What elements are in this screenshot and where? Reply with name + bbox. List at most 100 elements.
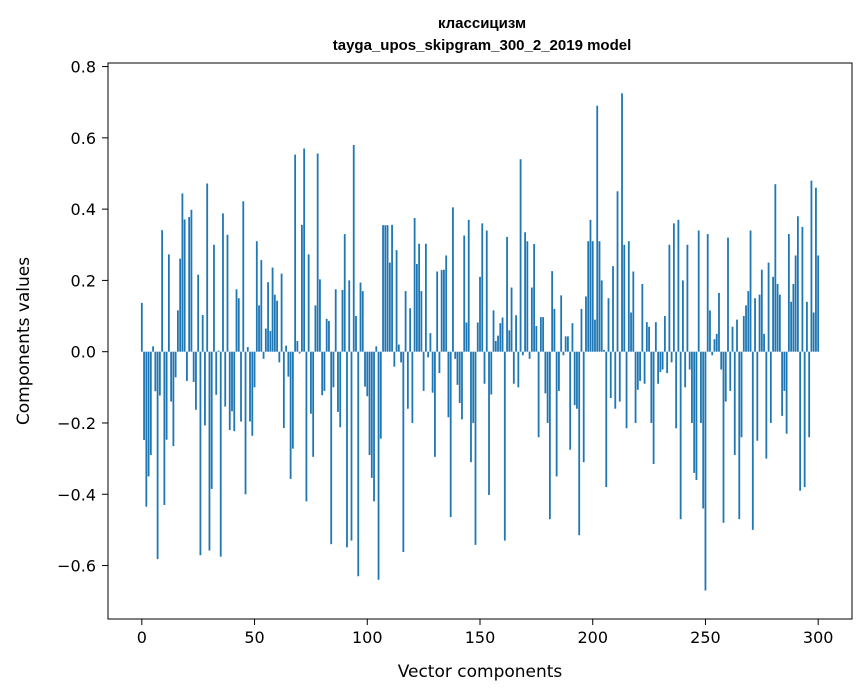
- bar: [767, 262, 770, 352]
- bars-group: [140, 93, 820, 591]
- bar: [278, 351, 281, 363]
- bar: [235, 289, 238, 352]
- bar: [526, 241, 529, 352]
- bar: [781, 351, 784, 416]
- bar: [623, 244, 626, 352]
- bar: [745, 305, 747, 352]
- bar: [364, 351, 366, 387]
- bar: [170, 351, 173, 402]
- bar: [713, 339, 716, 352]
- bar: [242, 201, 245, 352]
- bar: [165, 351, 168, 440]
- bar: [783, 351, 786, 391]
- bar: [434, 351, 436, 457]
- bar: [467, 219, 470, 352]
- bar: [273, 294, 276, 352]
- bar: [817, 255, 820, 352]
- bar: [161, 230, 164, 352]
- bar: [548, 351, 551, 520]
- bar: [803, 351, 806, 488]
- bar: [670, 351, 673, 363]
- bar: [352, 144, 355, 352]
- bar: [201, 314, 204, 352]
- bar: [357, 351, 360, 577]
- bar: [657, 351, 660, 384]
- bar: [562, 351, 565, 356]
- bar: [582, 351, 585, 463]
- bar: [400, 351, 402, 363]
- bar: [429, 333, 432, 352]
- bar: [736, 319, 738, 352]
- bar: [776, 283, 779, 352]
- bar: [609, 351, 612, 399]
- y-tick-label: 0.6: [71, 129, 96, 148]
- bar: [693, 351, 696, 473]
- bar: [794, 255, 797, 352]
- bar: [339, 351, 342, 428]
- bar: [535, 326, 538, 352]
- y-axis-label: Components values: [14, 257, 34, 425]
- bar: [343, 234, 346, 352]
- bar: [492, 310, 495, 352]
- bar: [280, 273, 283, 352]
- bar: [652, 351, 655, 464]
- bar: [458, 351, 461, 404]
- bar: [373, 351, 375, 502]
- bar: [812, 312, 815, 352]
- bar: [422, 351, 425, 391]
- x-tick-label: 300: [803, 628, 834, 647]
- bar: [321, 351, 324, 396]
- bar: [506, 236, 508, 352]
- x-axis-label: Vector components: [398, 662, 563, 682]
- bar: [359, 282, 362, 352]
- x-tick-label: 100: [352, 628, 383, 647]
- y-tick-label: 0.0: [71, 343, 96, 362]
- bar: [147, 351, 150, 477]
- bar: [666, 351, 669, 374]
- bar: [645, 322, 648, 352]
- y-tick-label: 0.2: [71, 271, 96, 290]
- bar: [465, 322, 468, 352]
- bar: [418, 243, 421, 352]
- bar: [393, 351, 396, 367]
- bar: [542, 317, 545, 352]
- bar: [697, 230, 700, 352]
- bar: [512, 351, 515, 384]
- bar: [192, 351, 195, 382]
- bar: [632, 271, 635, 352]
- x-tick-label: 0: [137, 628, 147, 647]
- bar: [769, 351, 772, 423]
- bar: [348, 280, 351, 352]
- bar: [260, 260, 263, 352]
- bar: [361, 291, 364, 352]
- bar: [551, 271, 554, 352]
- bar: [415, 264, 418, 352]
- bar: [483, 351, 486, 384]
- bar: [215, 351, 218, 395]
- bar: [765, 351, 768, 459]
- bar: [661, 351, 664, 370]
- bar: [222, 213, 224, 352]
- bar: [395, 250, 398, 352]
- bar: [411, 351, 414, 423]
- bar: [643, 351, 646, 384]
- bar: [158, 351, 161, 396]
- bar: [641, 283, 644, 352]
- bar: [799, 351, 802, 491]
- bar: [438, 351, 441, 374]
- y-tick-label: −0.6: [57, 557, 96, 576]
- bar: [603, 349, 605, 352]
- bar: [625, 351, 628, 429]
- bar: [226, 234, 229, 352]
- bar: [668, 244, 671, 352]
- bar: [742, 316, 745, 352]
- bar: [183, 219, 186, 352]
- bar: [312, 351, 315, 457]
- bar: [409, 308, 412, 352]
- bar: [580, 308, 583, 352]
- bar: [253, 351, 256, 388]
- bar: [774, 184, 777, 352]
- bar: [188, 216, 191, 352]
- bar: [497, 335, 499, 352]
- bar: [228, 351, 231, 431]
